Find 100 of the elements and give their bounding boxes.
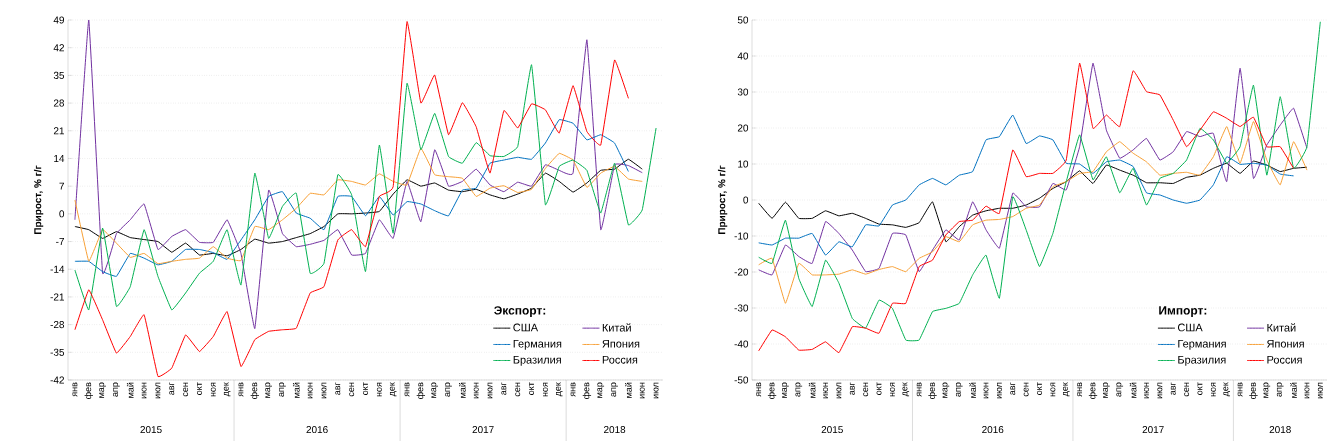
text: 2016 [306, 426, 328, 434]
x-tick-label: дек [555, 382, 563, 397]
x-tick-label: мар [431, 382, 439, 398]
x-tick-label: май [1129, 382, 1137, 398]
x-tick-label: сен [863, 382, 869, 397]
line-series [758, 160, 1308, 243]
line-series [74, 147, 643, 265]
x-tick-label: авг [169, 382, 175, 395]
y-axis-title: Прирост, % г/г [33, 165, 44, 234]
x-tick-label: апр [445, 382, 452, 397]
y-tick-label: -10 [734, 232, 749, 240]
text: 2015 [821, 426, 843, 434]
x-tick-label: ноя [542, 382, 548, 397]
x-tick-label: окт [529, 382, 535, 395]
legend-label: Бразилия [1178, 355, 1226, 366]
text: 2015 [140, 426, 162, 434]
x-tick-label: май [126, 382, 134, 398]
y-tick-label: -42 [50, 376, 64, 384]
x-tick-label: ноя [1050, 382, 1056, 397]
y-tick-label: -7 [56, 238, 64, 245]
y-tick-label: 50 [737, 16, 749, 24]
y-tick-label: 21 [53, 127, 64, 135]
x-tick-label: авг [501, 382, 507, 395]
y-tick-label: -35 [50, 348, 65, 356]
x-tick-label: апр [279, 382, 286, 397]
x-tick-label: ноя [1210, 382, 1216, 397]
x-tick-label: фев [1088, 382, 1098, 399]
legend-label: Китай [1267, 323, 1296, 332]
x-tick-label: авг [335, 382, 341, 395]
x-tick-label: июн [639, 382, 645, 399]
text: 2017 [472, 426, 494, 434]
x-tick-label: июн [823, 382, 829, 399]
x-tick-label: ноя [889, 382, 895, 397]
text: 2018 [1269, 426, 1291, 434]
x-tick-label: мар [782, 382, 789, 398]
x-tick-label: янв [404, 382, 410, 397]
x-tick-label: авг [1170, 382, 1176, 395]
y-tick-label: 40 [737, 52, 749, 60]
x-tick-label: дек [1223, 382, 1231, 397]
x-tick-label: май [1290, 382, 1297, 398]
x-tick-label: дек [902, 382, 910, 397]
x-tick-label: фев [1249, 382, 1258, 399]
legend-label: Бразилия [513, 355, 561, 366]
x-tick-label: янв [916, 382, 922, 397]
x-tick-label: окт [1037, 382, 1042, 395]
x-tick-label: янв [72, 382, 78, 397]
x-tick-label: июн [307, 382, 313, 399]
x-tick-label: фев [84, 382, 93, 399]
legend-label: Япония [1267, 339, 1304, 348]
x-tick-label: июн [1304, 382, 1310, 399]
x-tick-label: мар [1103, 382, 1110, 398]
x-tick-label: сен [349, 382, 355, 397]
x-tick-label: янв [238, 382, 244, 397]
x-tick-label: июл [321, 382, 327, 399]
legend-label: Россия [1267, 355, 1302, 364]
x-tick-label: май [625, 382, 632, 398]
x-tick-label: июл [996, 382, 1002, 399]
x-tick-label: май [808, 382, 816, 398]
line-series [758, 21, 1321, 342]
line-series [758, 62, 1308, 276]
x-tick-label: апр [1116, 382, 1124, 397]
x-tick-label: янв [1077, 382, 1082, 397]
x-tick-label: янв [756, 382, 762, 397]
y-tick-label: -28 [50, 321, 65, 329]
line-series [74, 158, 643, 257]
x-tick-label: фев [416, 382, 426, 399]
y-tick-label: -30 [734, 304, 749, 312]
x-tick-label: сен [1184, 382, 1190, 397]
x-tick-label: ноя [376, 382, 382, 397]
x-tick-label: дек [223, 382, 231, 397]
x-tick-label: июл [487, 382, 493, 399]
y-tick-label: 49 [53, 16, 65, 24]
x-tick-label: фев [250, 382, 259, 399]
x-tick-label: июл [836, 382, 842, 399]
y-tick-label: 20 [737, 124, 749, 132]
x-tick-label: июн [1144, 382, 1149, 399]
legend-title: Экспорт: [494, 306, 546, 317]
x-tick-label: авг [1010, 382, 1016, 395]
x-tick-label: апр [795, 382, 803, 397]
x-tick-label: окт [363, 382, 368, 395]
y-tick-label: 0 [59, 210, 65, 218]
x-tick-label: дек [389, 382, 397, 397]
y-tick-label: 30 [737, 88, 749, 96]
y-tick-label: 0 [743, 196, 749, 204]
y-tick-label: -50 [734, 376, 749, 384]
text: 2016 [982, 426, 1004, 434]
x-tick-label: мар [265, 382, 272, 398]
x-tick-label: янв [1237, 382, 1243, 397]
x-tick-label: июн [983, 382, 989, 399]
line-series [74, 119, 629, 277]
y-tick-label: -14 [50, 265, 65, 273]
x-tick-label: мар [942, 382, 950, 398]
x-tick-label: окт [197, 382, 202, 395]
x-tick-label: май [292, 382, 300, 398]
x-tick-label: сен [183, 382, 189, 397]
x-tick-label: авг [849, 382, 855, 395]
x-tick-label: дек [1062, 382, 1070, 397]
x-tick-label: сен [515, 382, 521, 397]
legend-label: Россия [602, 355, 638, 364]
x-tick-label: фев [928, 382, 937, 399]
